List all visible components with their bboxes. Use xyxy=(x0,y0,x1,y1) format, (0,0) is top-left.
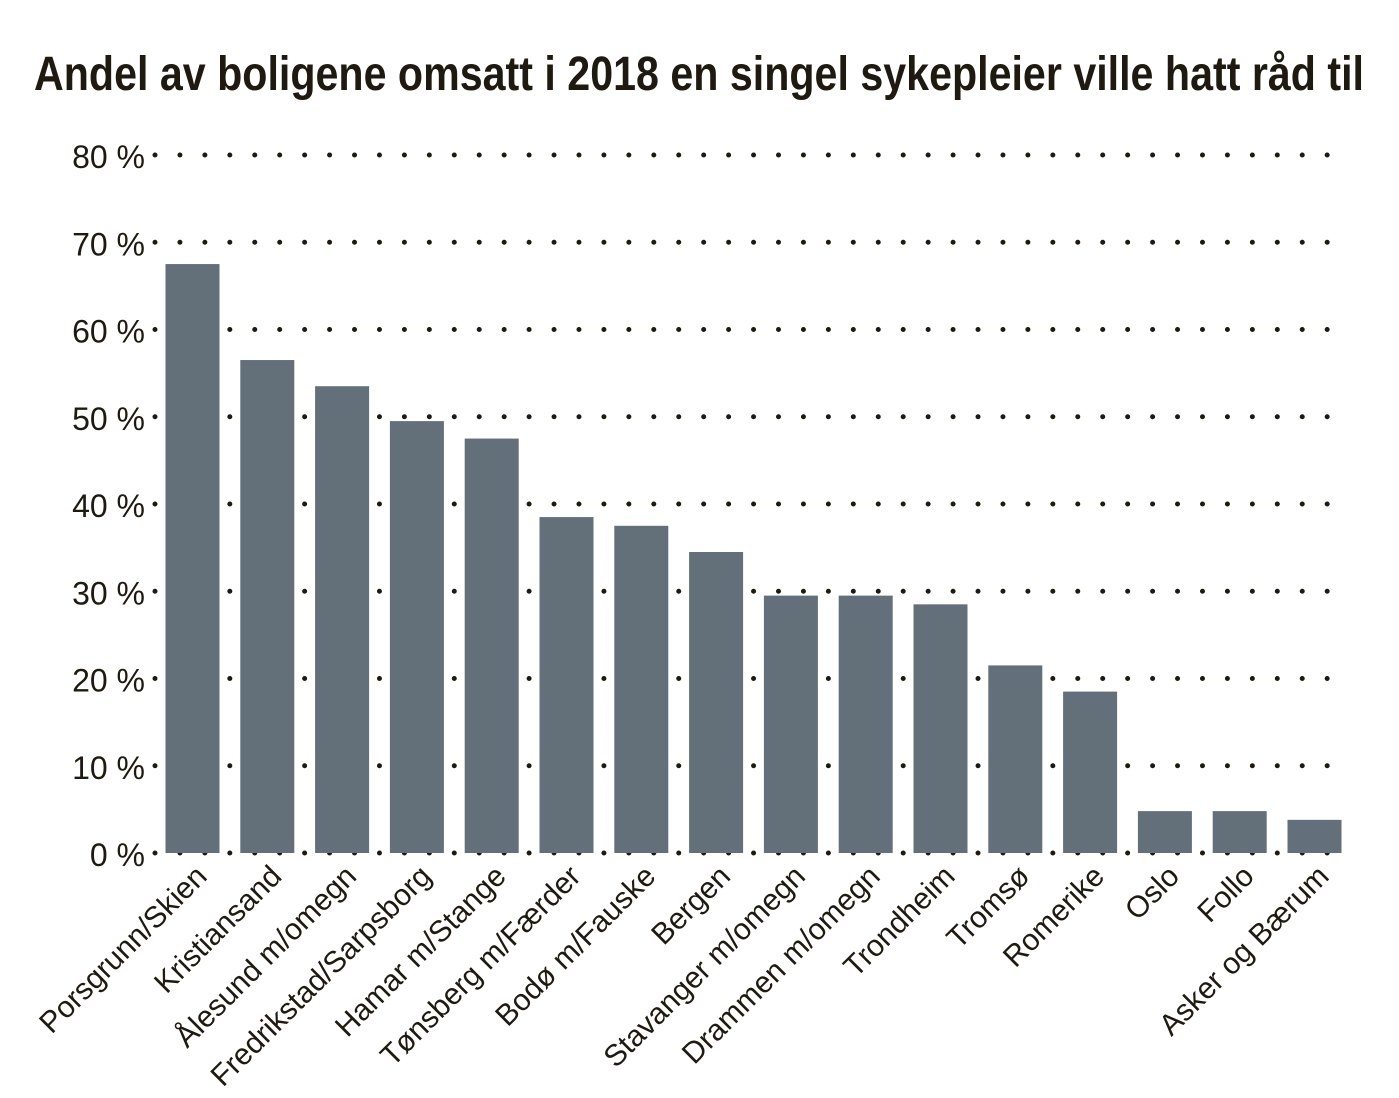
x-category-label: Follo xyxy=(1191,860,1260,929)
bar-4 xyxy=(389,421,444,853)
bar-15 xyxy=(1212,811,1267,853)
bar-7 xyxy=(614,525,669,853)
y-tick-label: 70 % xyxy=(72,226,145,262)
y-tick-label: 40 % xyxy=(72,488,145,524)
bar-5 xyxy=(464,438,519,853)
y-tick-label: 20 % xyxy=(72,663,145,699)
chart-title: Andel av boligene omsatt i 2018 en singe… xyxy=(34,48,1364,101)
y-tick-label: 30 % xyxy=(72,575,145,611)
y-tick-label: 10 % xyxy=(72,750,145,786)
bar-16 xyxy=(1287,819,1342,853)
y-tick-label: 80 % xyxy=(72,139,145,175)
bar-14 xyxy=(1137,811,1192,853)
y-axis-ticks: 0 % 10 % 20 % 30 % 40 % 50 % 60 % 70 % 80 % xyxy=(72,139,145,873)
x-category-label: Oslo xyxy=(1119,860,1186,927)
bar-12 xyxy=(988,665,1043,853)
bar-1 xyxy=(165,264,220,853)
bar-13 xyxy=(1063,691,1118,853)
bar-8 xyxy=(689,551,744,853)
y-tick-label: 50 % xyxy=(72,401,145,437)
bar-6 xyxy=(539,517,594,853)
bar-9 xyxy=(763,595,818,853)
y-tick-label: 0 % xyxy=(90,837,145,873)
bar-11 xyxy=(913,604,968,853)
bar-2 xyxy=(240,360,295,853)
y-tick-label: 60 % xyxy=(72,314,145,350)
bar-10 xyxy=(838,595,893,853)
bar-3 xyxy=(315,386,370,853)
bars xyxy=(165,264,1342,853)
